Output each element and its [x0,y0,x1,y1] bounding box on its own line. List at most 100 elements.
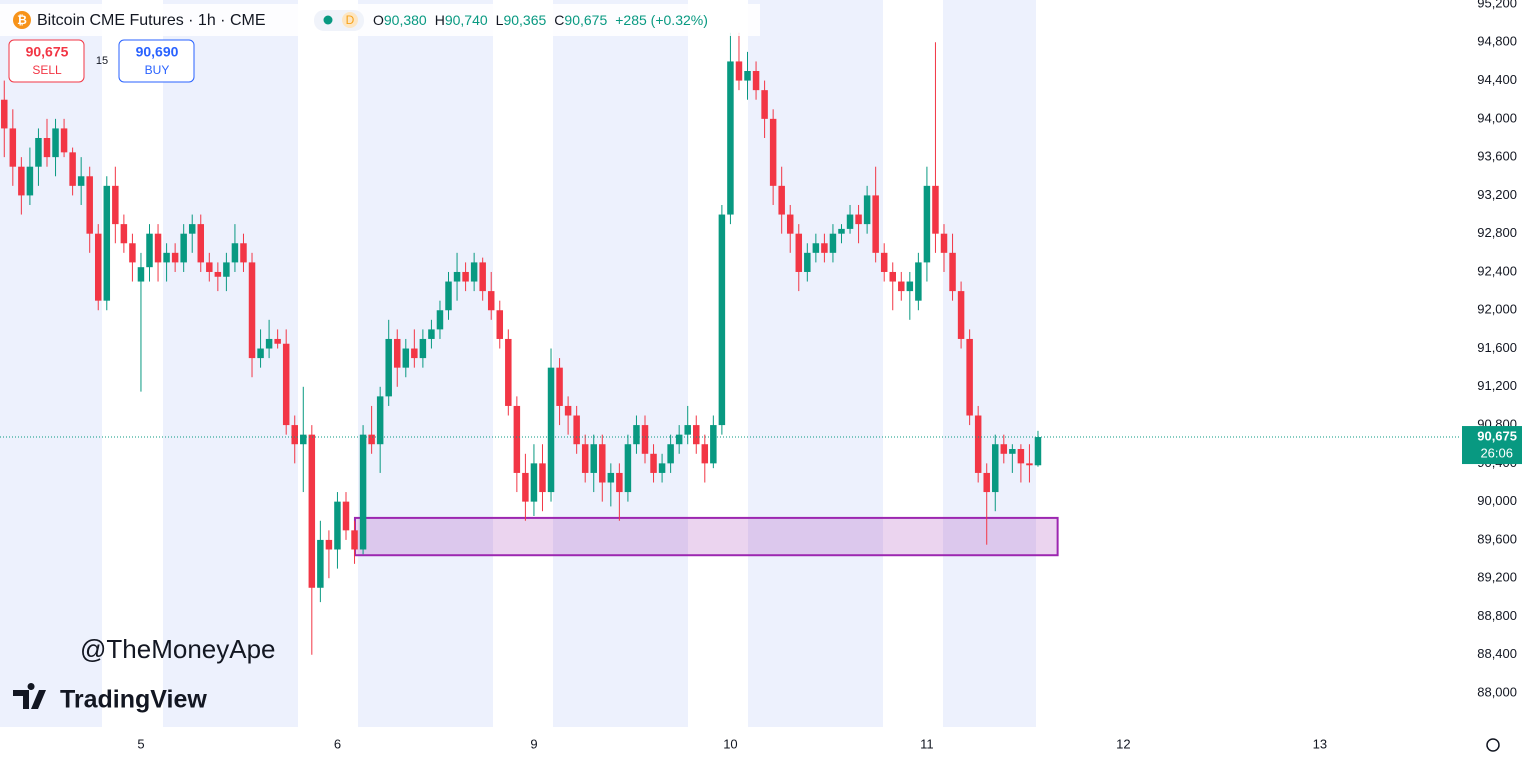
y-tick-label: 89,600 [1477,531,1517,546]
candle-body [658,463,666,473]
badge-bg [342,12,358,28]
badge: D [346,13,355,27]
candle-body [291,425,298,445]
candle-body [60,128,68,153]
y-tick-label: 93,200 [1477,187,1517,202]
symbol-title: Bitcoin CME Futures · 1h · CME [37,12,266,29]
x-tick-label: 9 [530,736,537,751]
candle-body [940,233,948,253]
candle-body [9,128,17,167]
candle-body [804,252,811,272]
candle-body [966,338,973,416]
candle-body [385,338,392,397]
candle-body [402,348,410,368]
candle-body [274,338,281,344]
candle-body [376,396,384,445]
candle-body [872,195,879,253]
session-band [0,0,102,727]
candle-body [915,262,922,301]
candle-body [265,338,273,349]
candle-body [52,128,59,158]
candle-body [1034,437,1042,466]
candle-body [744,71,751,81]
candle-body [581,444,589,473]
change: +285 (+0.32%) [615,12,708,28]
y-tick-label: 92,400 [1477,263,1517,278]
candle-body [26,166,34,196]
status-dot [323,15,333,25]
candle-body [812,243,820,253]
candle-body [906,281,914,292]
y-tick-label: 92,800 [1477,225,1517,240]
candle-body [428,329,435,339]
x-tick-label: 6 [334,736,341,751]
candle-body [949,252,956,292]
ohlc-key: H [435,12,445,28]
session-band [943,0,1036,727]
candle-body [1009,449,1016,454]
candle-body [624,444,632,493]
candle-body [368,434,375,445]
candle-body [530,463,538,502]
candle-body [300,434,307,445]
x-tick-label: 10 [723,736,737,751]
candle-body [573,415,580,445]
candle-body [718,214,726,426]
candle-body [462,271,469,282]
buy-button[interactable] [118,39,195,83]
candle-body [257,348,264,359]
sell-button[interactable] [8,39,85,83]
candle-body [69,152,76,186]
candle-body [35,137,42,167]
buy-label: BUY [145,63,170,77]
ohlc-key: L [496,12,504,28]
candle-body [564,405,572,416]
candle-body [846,214,854,229]
candle-body [129,243,136,263]
candle-body [1026,463,1033,466]
y-tick-label: 94,000 [1477,110,1517,125]
candle-body [522,472,529,502]
candle-body [359,434,367,550]
session-shading [0,0,1036,727]
candle-body [334,501,341,550]
candle-body [342,501,350,531]
candle-body [282,343,290,426]
watermark: @TheMoneyApe [80,634,276,664]
symbol-icon-glyph: ₿ [17,13,27,27]
candle-body [752,71,760,91]
y-tick-label: 95,200 [1477,0,1517,10]
candle-body [137,267,145,282]
candle-body [1,99,8,129]
buy-price: 90,690 [136,44,179,60]
candle-body [556,367,563,406]
candle-body [1017,449,1025,464]
x-tick-label: 13 [1313,736,1327,751]
candle-body [983,472,990,493]
candle-body [436,310,444,330]
candle-body [727,61,734,215]
candle-body [641,425,649,454]
countdown: 26:06 [1480,445,1513,460]
candle-body [590,444,597,473]
candle-body [761,90,768,119]
candle-body [197,224,205,263]
y-tick-label: 88,800 [1477,608,1517,623]
plot [0,32,1460,655]
candle-body [855,214,862,225]
brand-logo [13,683,46,709]
settings-icon[interactable] [1486,738,1500,752]
candle-body [667,444,674,464]
candle-body [735,61,743,81]
candle-body [77,176,85,186]
candle-body [411,348,418,359]
candle-body [675,434,683,445]
candle-body [863,195,871,225]
candle-body [94,233,102,301]
header-bg [0,4,760,36]
candle-body [351,530,358,550]
candle-body [786,214,794,234]
candle-body [231,243,239,263]
candle-body [932,185,939,234]
